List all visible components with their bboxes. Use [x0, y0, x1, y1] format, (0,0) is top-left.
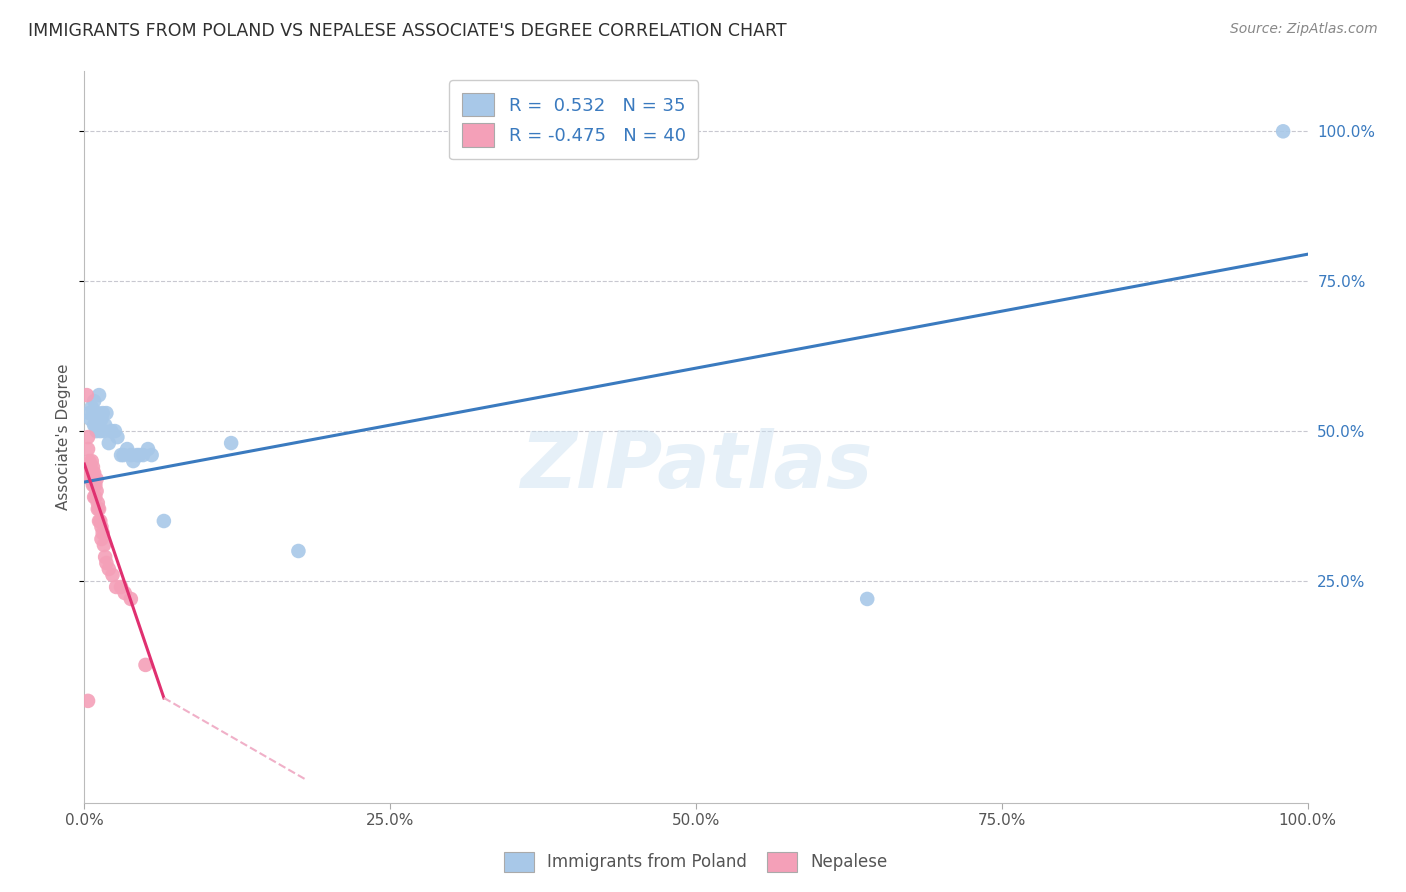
Point [86, 424, 108, 438]
Point [79, 472, 101, 486]
Point [77, 694, 100, 708]
Point [90, 520, 112, 534]
Point [153, 514, 176, 528]
Point [94, 549, 117, 564]
Point [77, 460, 100, 475]
Point [112, 448, 135, 462]
Point [101, 568, 124, 582]
Point [100, 424, 122, 438]
Text: IMMIGRANTS FROM POLAND VS NEPALESE ASSOCIATE'S DEGREE CORRELATION CHART: IMMIGRANTS FROM POLAND VS NEPALESE ASSOC… [28, 22, 787, 40]
Point [135, 657, 157, 672]
Text: ZIPatlas: ZIPatlas [520, 428, 872, 504]
Point [86, 483, 108, 498]
Point [80, 466, 103, 480]
Y-axis label: Associate's Degree: Associate's Degree [56, 364, 72, 510]
Point [87, 502, 110, 516]
Point [105, 430, 128, 444]
Point [122, 454, 145, 468]
Point [84, 478, 107, 492]
Point [86, 472, 108, 486]
Point [83, 490, 105, 504]
Point [219, 436, 242, 450]
Text: Source: ZipAtlas.com: Source: ZipAtlas.com [1230, 22, 1378, 37]
Point [80, 454, 103, 468]
Point [91, 406, 114, 420]
Point [89, 514, 111, 528]
Point [82, 466, 104, 480]
Point [83, 394, 105, 409]
Point [87, 406, 110, 420]
Point [82, 478, 104, 492]
Point [97, 562, 120, 576]
Point [87, 514, 110, 528]
Point [82, 460, 104, 475]
Point [91, 526, 114, 541]
Point [128, 448, 150, 462]
Point [110, 448, 132, 462]
Point [856, 591, 879, 606]
Point [79, 412, 101, 426]
Point [110, 580, 132, 594]
Point [114, 586, 136, 600]
Point [80, 472, 103, 486]
Point [93, 424, 115, 438]
Point [94, 418, 117, 433]
Point [77, 442, 100, 456]
Point [104, 424, 127, 438]
Point [141, 448, 163, 462]
Point [120, 591, 142, 606]
Point [79, 460, 101, 475]
Point [77, 430, 100, 444]
Point [79, 466, 101, 480]
Point [83, 418, 105, 433]
Point [120, 448, 142, 462]
Point [96, 556, 118, 570]
Point [82, 406, 104, 420]
Point [83, 478, 105, 492]
Point [96, 406, 118, 420]
Point [77, 454, 100, 468]
Point [87, 496, 110, 510]
Point [89, 424, 111, 438]
Legend: Immigrants from Poland, Nepalese: Immigrants from Poland, Nepalese [498, 845, 894, 879]
Point [83, 466, 105, 480]
Point [287, 544, 309, 558]
Point [115, 442, 138, 456]
Point [87, 388, 110, 402]
Point [125, 448, 148, 462]
Point [90, 412, 112, 426]
Point [76, 388, 98, 402]
Point [136, 442, 159, 456]
Point [105, 580, 128, 594]
Point [84, 418, 107, 433]
Point [84, 490, 107, 504]
Point [97, 436, 120, 450]
Point [90, 532, 112, 546]
Point [132, 448, 155, 462]
Point [93, 538, 115, 552]
Point [80, 400, 103, 414]
Point [87, 502, 110, 516]
Point [77, 406, 100, 420]
Point [1272, 124, 1295, 138]
